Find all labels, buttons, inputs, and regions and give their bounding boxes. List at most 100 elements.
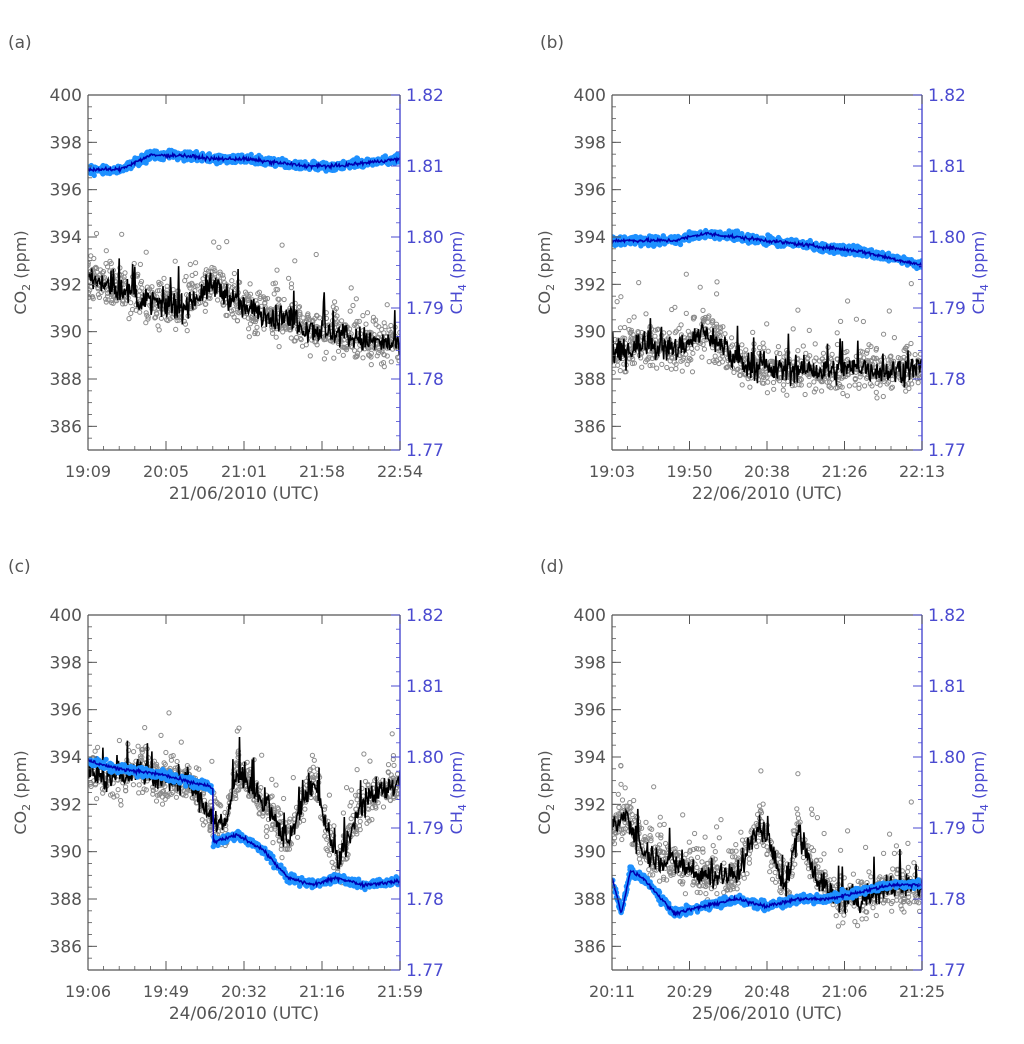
co2-raw-point xyxy=(357,818,363,825)
co2-raw-point xyxy=(229,278,235,284)
co2-raw-point xyxy=(719,353,726,359)
co2-raw-point xyxy=(888,353,894,359)
panel-label: (b) xyxy=(540,33,564,53)
co2-smoothed-line xyxy=(612,318,922,388)
co2-raw-point xyxy=(384,353,390,359)
ch4-raw-point xyxy=(100,162,106,169)
co2-raw-point xyxy=(232,792,239,799)
co2-raw-point xyxy=(211,265,217,271)
x-tick-label: 19:09 xyxy=(65,462,111,481)
y-left-tick-label: 396 xyxy=(50,181,82,201)
co2-raw-point xyxy=(103,296,109,302)
co2-raw-point xyxy=(676,325,682,332)
co2-raw-point xyxy=(173,326,179,332)
y-left-tick-label: 398 xyxy=(50,133,82,153)
co2-raw-point xyxy=(806,382,812,388)
co2-raw-point xyxy=(164,287,170,293)
co2-raw-point xyxy=(137,288,143,294)
co2-raw-point xyxy=(217,269,223,275)
co2-raw-point xyxy=(348,285,354,291)
co2-raw-point xyxy=(908,281,914,287)
co2-raw-point xyxy=(672,330,678,336)
co2-raw-point xyxy=(202,308,208,314)
ch4-smoothed-line xyxy=(88,151,400,174)
co2-raw-point xyxy=(281,795,287,802)
co2-raw-point xyxy=(771,386,777,392)
y-left-tick-label: 398 xyxy=(574,133,606,153)
co2-raw-point xyxy=(353,828,359,835)
co2-raw-point xyxy=(348,787,355,793)
co2-raw-point xyxy=(154,311,160,317)
co2-raw-point xyxy=(119,231,125,237)
co2-raw-point xyxy=(775,344,782,350)
co2-raw-point xyxy=(282,324,288,330)
co2-raw-point xyxy=(92,782,99,788)
co2-raw-point xyxy=(165,793,171,799)
co2-raw-point xyxy=(231,314,237,320)
co2-raw-point xyxy=(741,352,747,358)
co2-raw-point xyxy=(362,778,369,785)
co2-raw-point xyxy=(301,817,307,824)
co2-raw-point xyxy=(683,351,689,357)
co2-raw-point xyxy=(156,287,162,294)
co2-raw-point xyxy=(615,362,621,368)
co2-raw-point xyxy=(163,749,169,756)
co2-raw-point xyxy=(233,795,239,802)
co2-raw-point xyxy=(729,335,735,341)
co2-raw-point xyxy=(209,758,215,764)
co2-raw-point xyxy=(895,355,901,361)
co2-raw-point xyxy=(739,382,745,388)
co2-raw-point xyxy=(292,258,298,264)
co2-raw-point xyxy=(709,320,715,326)
x-tick-label: 19:03 xyxy=(589,462,635,481)
co2-raw-point xyxy=(354,353,360,359)
co2-raw-point xyxy=(874,380,880,386)
co2-raw-point xyxy=(869,383,875,389)
co2-raw-point xyxy=(790,326,796,332)
co2-raw-point xyxy=(360,313,366,319)
co2-raw-point xyxy=(364,820,370,826)
y-left-tick-label: 386 xyxy=(574,417,606,437)
co2-raw-point xyxy=(88,253,94,259)
co2-raw-point xyxy=(321,356,327,362)
y-left-tick-label: 390 xyxy=(50,323,82,343)
y-left-tick-label: 388 xyxy=(574,370,606,390)
co2-raw-point xyxy=(862,383,868,389)
co2-raw-point xyxy=(141,786,147,792)
co2-raw-point xyxy=(276,344,282,350)
co2-raw-point xyxy=(312,315,318,322)
co2-raw-point xyxy=(247,321,253,327)
co2-raw-point xyxy=(629,336,635,342)
co2-raw-point xyxy=(760,340,766,346)
co2-raw-point xyxy=(643,359,649,365)
co2-raw-point xyxy=(260,813,266,819)
co2-raw-point xyxy=(344,785,350,791)
co2-raw-point xyxy=(806,327,812,333)
co2-raw-point xyxy=(130,782,136,788)
co2-raw-point xyxy=(279,242,285,248)
co2-raw-point xyxy=(279,325,285,331)
co2-raw-point xyxy=(820,350,827,356)
co2-raw-point xyxy=(170,753,176,759)
co2-raw-point xyxy=(761,345,767,351)
co2-raw-point xyxy=(812,341,818,347)
co2-raw-point xyxy=(126,316,132,322)
co2-raw-point xyxy=(184,328,190,334)
co2-raw-point xyxy=(723,365,729,371)
x-tick-label: 21:58 xyxy=(299,462,345,481)
co2-raw-point xyxy=(646,354,652,360)
co2-raw-point xyxy=(186,281,192,287)
co2-raw-point xyxy=(276,838,282,844)
co2-raw-point xyxy=(672,304,678,310)
co2-raw-point xyxy=(353,806,359,812)
co2-raw-point xyxy=(143,320,149,326)
co2-raw-point xyxy=(96,272,103,278)
co2-raw-point xyxy=(354,323,360,329)
panel-label: (c) xyxy=(8,557,31,577)
co2-raw-point xyxy=(173,794,179,800)
co2-raw-point xyxy=(272,826,278,832)
co2-raw-point xyxy=(735,366,741,372)
ch4-raw-point xyxy=(716,229,723,236)
co2-raw-point xyxy=(759,374,765,380)
co2-raw-point xyxy=(873,345,880,352)
